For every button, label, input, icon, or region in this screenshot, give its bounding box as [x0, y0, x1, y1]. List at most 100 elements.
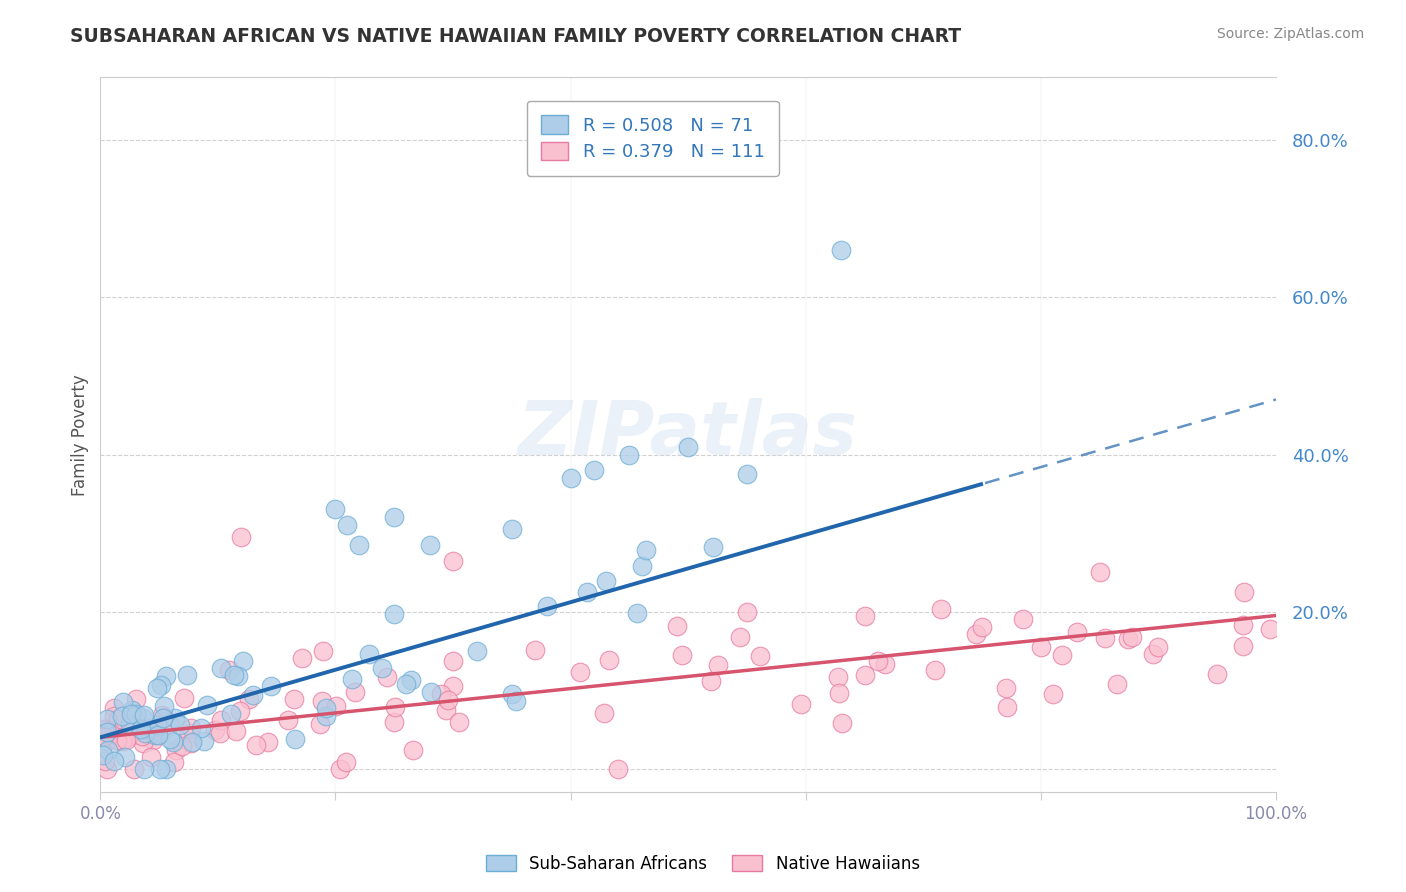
Point [347, 538, 370, 552]
Point [132, 708, 155, 723]
Point [505, 694, 527, 708]
Legend: Sub-Saharan Africans, Native Hawaiians: Sub-Saharan Africans, Native Hawaiians [479, 848, 927, 880]
Point [232, 654, 254, 668]
Point [560, 471, 582, 485]
Point [853, 668, 876, 682]
Point [336, 518, 359, 533]
Point [790, 697, 813, 711]
Point [225, 723, 247, 738]
Point [1142, 647, 1164, 661]
Point [501, 687, 523, 701]
Point [441, 654, 464, 668]
Point [583, 463, 606, 477]
Point [1050, 648, 1073, 662]
Point [371, 661, 394, 675]
Point [1232, 639, 1254, 653]
Point [728, 630, 751, 644]
Point [284, 732, 307, 747]
Point [1107, 677, 1129, 691]
Point [437, 692, 460, 706]
Point [91, 747, 114, 762]
Point [165, 711, 187, 725]
Point [218, 663, 240, 677]
Text: ZIPatlas: ZIPatlas [519, 399, 858, 471]
Point [382, 714, 405, 729]
Point [1147, 640, 1170, 654]
Point [146, 717, 169, 731]
Point [170, 739, 193, 753]
Point [96, 712, 118, 726]
Point [131, 729, 153, 743]
Point [283, 691, 305, 706]
Point [132, 710, 155, 724]
Point [142, 725, 165, 739]
Point [153, 698, 176, 713]
Point [1232, 618, 1254, 632]
Point [112, 715, 135, 730]
Point [132, 721, 155, 735]
Point [245, 738, 267, 752]
Point [315, 700, 337, 714]
Point [384, 699, 406, 714]
Point [193, 733, 215, 747]
Point [1042, 687, 1064, 701]
Point [103, 701, 125, 715]
Point [96, 725, 118, 739]
Point [103, 709, 125, 723]
Point [595, 574, 617, 589]
Point [180, 721, 202, 735]
Point [150, 708, 173, 723]
Point [626, 606, 648, 620]
Point [115, 715, 138, 730]
Point [190, 721, 212, 735]
Point [671, 648, 693, 662]
Point [111, 734, 134, 748]
Point [311, 694, 333, 708]
Point [117, 730, 139, 744]
Point [1094, 631, 1116, 645]
Point [159, 717, 181, 731]
Y-axis label: Family Poverty: Family Poverty [72, 374, 89, 496]
Point [209, 713, 232, 727]
Point [103, 754, 125, 768]
Point [93, 730, 115, 744]
Point [501, 522, 523, 536]
Point [325, 502, 347, 516]
Point [619, 448, 641, 462]
Point [162, 735, 184, 749]
Point [257, 735, 280, 749]
Point [290, 651, 312, 665]
Point [204, 723, 226, 738]
Point [111, 695, 134, 709]
Point [995, 699, 1018, 714]
Point [467, 644, 489, 658]
Point [312, 644, 335, 658]
Point [1012, 612, 1035, 626]
Legend: R = 0.508   N = 71, R = 0.379   N = 111: R = 0.508 N = 71, R = 0.379 N = 111 [527, 101, 779, 176]
Point [146, 681, 169, 696]
Point [702, 540, 724, 554]
Point [1121, 630, 1143, 644]
Point [1233, 584, 1256, 599]
Point [155, 762, 177, 776]
Point [152, 711, 174, 725]
Point [209, 726, 232, 740]
Point [924, 663, 946, 677]
Point [159, 731, 181, 746]
Point [1088, 566, 1111, 580]
Point [98, 728, 121, 742]
Point [96, 723, 118, 738]
Point [375, 670, 398, 684]
Point [120, 707, 142, 722]
Point [827, 670, 849, 684]
Point [118, 717, 141, 731]
Point [636, 542, 658, 557]
Point [873, 657, 896, 672]
Point [125, 706, 148, 721]
Point [97, 743, 120, 757]
Point [1066, 624, 1088, 639]
Point [308, 717, 330, 731]
Point [970, 620, 993, 634]
Point [1206, 667, 1229, 681]
Point [209, 661, 232, 675]
